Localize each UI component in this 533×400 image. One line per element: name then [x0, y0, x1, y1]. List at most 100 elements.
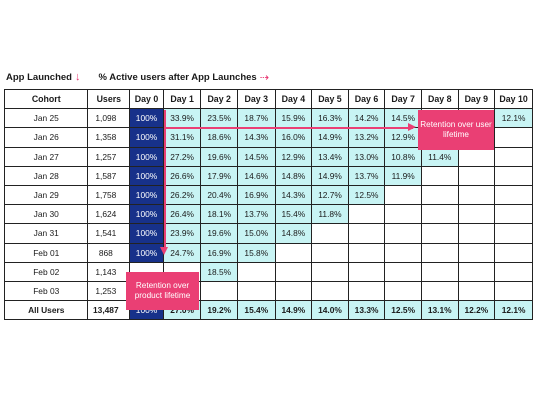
day-10-cell — [494, 261, 533, 282]
day-2-cell: 16.9% — [200, 242, 238, 263]
day-2-cell: 18.1% — [200, 204, 238, 225]
day-10-cell — [494, 242, 533, 263]
day-5-cell: 11.8% — [311, 204, 349, 225]
day-0-cell: 100% — [129, 146, 164, 167]
users-cell: 1,758 — [87, 184, 131, 206]
day-7-cell — [384, 223, 422, 244]
day-7-cell — [384, 242, 422, 263]
day-4-cell: 15.9% — [274, 108, 313, 129]
day-0-cell: 100% — [129, 127, 164, 148]
day-2-cell: 18.6% — [200, 127, 238, 148]
table-row: Feb 02 1,143 18.5% — [3, 261, 533, 282]
day-10-cell — [494, 146, 533, 167]
day-0-cell: 100% — [129, 223, 164, 244]
day-4-cell — [274, 261, 313, 282]
day-2-cell: 19.2% — [200, 300, 238, 321]
day-8-cell — [420, 165, 459, 186]
day-0-cell: 100% — [129, 204, 164, 225]
users-cell: 1,541 — [87, 223, 131, 244]
day-3-cell: 18.7% — [237, 108, 276, 129]
day-3-cell: 16.9% — [237, 184, 276, 206]
day-2-cell: 17.9% — [200, 165, 238, 186]
users-cell: 1,587 — [87, 165, 131, 186]
day-5-cell: 12.7% — [311, 184, 349, 206]
column-header-day-0: Day 0 — [129, 88, 164, 110]
column-header-day-5: Day 5 — [311, 88, 349, 110]
cohort-cell: Feb 03 — [3, 280, 89, 302]
users-cell: 1,143 — [87, 261, 131, 282]
day-3-cell: 14.5% — [237, 146, 276, 167]
day-10-cell — [494, 223, 533, 244]
day-4-cell: 14.8% — [274, 165, 313, 186]
day-8-cell — [420, 261, 459, 282]
day-1-cell: 31.1% — [162, 127, 202, 148]
day-4-cell: 15.4% — [274, 204, 313, 225]
day-6-cell: 13.3% — [347, 300, 386, 321]
day-5-cell: 13.4% — [311, 146, 349, 167]
table-row: Jan 27 1,257 100% 27.2% 19.6% 14.5% 12.9% 13.4%… — [3, 146, 533, 167]
day-0-cell: 100% — [129, 165, 164, 186]
day-5-cell — [311, 242, 349, 263]
table-row: Feb 01 868 100% 24.7% 16.9% 15.8% — [3, 242, 533, 263]
day-4-cell: 14.3% — [274, 184, 313, 206]
day-6-cell — [347, 280, 386, 302]
day-10-cell — [494, 280, 533, 302]
day-5-cell: 14.0% — [311, 300, 349, 321]
column-header-day-3: Day 3 — [237, 88, 276, 110]
day-5-cell — [311, 261, 349, 282]
day-6-cell — [347, 223, 386, 244]
day-3-cell: 13.7% — [237, 204, 276, 225]
column-header-day-8: Day 8 — [420, 88, 459, 110]
users-cell: 1,257 — [87, 146, 131, 167]
day-4-cell — [274, 280, 313, 302]
day-1-cell: 26.4% — [162, 204, 202, 225]
column-header-day-7: Day 7 — [384, 88, 422, 110]
cohort-cell: Jan 25 — [3, 108, 89, 129]
cohort-cell: Jan 29 — [3, 184, 89, 206]
day-5-cell: 14.9% — [311, 165, 349, 186]
day-0-cell: 100% — [129, 108, 164, 129]
column-header-day-4: Day 4 — [274, 88, 313, 110]
day-10-cell: 12.1% — [494, 300, 533, 321]
day-6-cell — [347, 261, 386, 282]
day-9-cell — [457, 242, 496, 263]
day-7-cell: 11.9% — [384, 165, 422, 186]
day-7-cell — [384, 204, 422, 225]
cohort-cell: Jan 31 — [3, 223, 89, 244]
day-6-cell — [347, 242, 386, 263]
day-7-cell — [384, 184, 422, 206]
column-header-day-1: Day 1 — [162, 88, 202, 110]
right-arrowhead-icon — [408, 123, 416, 131]
users-cell: 13,487 — [87, 300, 131, 321]
users-cell: 1,098 — [87, 108, 131, 129]
day-2-cell: 23.5% — [200, 108, 238, 129]
day-9-cell — [457, 261, 496, 282]
day-2-cell: 19.6% — [200, 223, 238, 244]
day-5-cell: 14.9% — [311, 127, 349, 148]
day-1-cell: 23.9% — [162, 223, 202, 244]
cohort-cell: Feb 01 — [3, 242, 89, 263]
day-8-cell: 13.1% — [420, 300, 459, 321]
day-3-cell: 15.0% — [237, 223, 276, 244]
day-2-cell — [200, 280, 238, 302]
day-6-cell: 12.5% — [347, 184, 386, 206]
users-cell: 1,624 — [87, 204, 131, 225]
day-8-cell — [420, 204, 459, 225]
column-header-cohort: Cohort — [3, 88, 89, 110]
day-1-cell: 26.6% — [162, 165, 202, 186]
day-9-cell — [457, 223, 496, 244]
total-row: All Users 13,487 100% 27.0% 19.2% 15.4% 14.9% 1… — [3, 300, 533, 321]
day-4-cell: 14.9% — [274, 300, 313, 321]
down-arrow-icon: ↓ — [74, 71, 81, 83]
day-1-cell: 27.2% — [162, 146, 202, 167]
day-3-cell — [237, 280, 276, 302]
day-3-cell: 15.4% — [237, 300, 276, 321]
day-9-cell — [457, 280, 496, 302]
right-arrow-icon: ⇢ — [259, 71, 269, 84]
day-3-cell: 14.3% — [237, 127, 276, 148]
users-cell: 1,358 — [87, 127, 131, 148]
day-1-cell: 24.7% — [162, 242, 202, 263]
cohort-cell: Feb 02 — [3, 261, 89, 282]
day-4-cell — [274, 242, 313, 263]
day-6-cell — [347, 204, 386, 225]
